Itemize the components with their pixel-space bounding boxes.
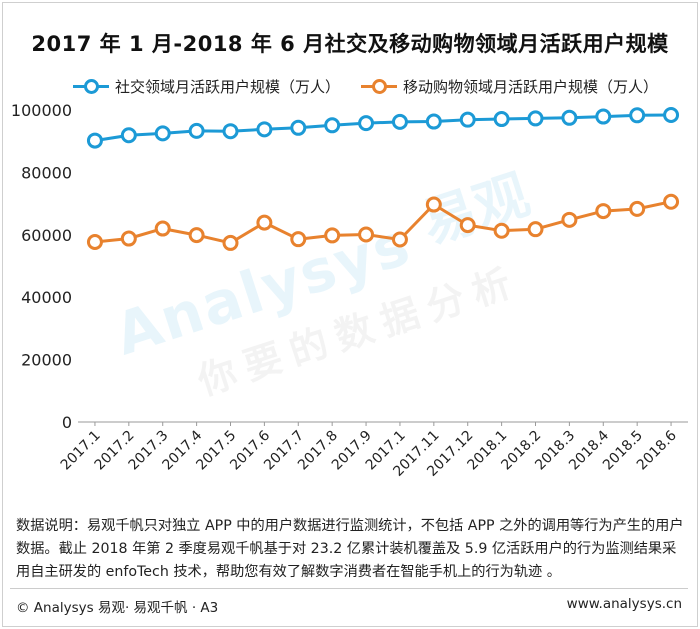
data-point-social xyxy=(290,119,307,136)
footer-website: www.analysys.cn xyxy=(566,596,682,612)
data-point-shopping xyxy=(527,221,544,238)
legend: 社交领域月活跃用户规模（万人） 移动购物领域月活跃用户规模（万人） xyxy=(0,75,700,97)
y-tick-label: 100000 xyxy=(11,101,72,120)
data-point-shopping xyxy=(290,231,307,248)
legend-label-shopping: 移动购物领域月活跃用户规模（万人） xyxy=(403,77,659,96)
data-point-social xyxy=(391,113,408,130)
data-point-shopping xyxy=(663,193,680,210)
legend-marker-social xyxy=(73,78,109,94)
data-point-social xyxy=(154,125,171,142)
data-point-shopping xyxy=(425,196,442,213)
data-point-social xyxy=(493,111,510,128)
data-point-social xyxy=(222,123,239,140)
data-point-social xyxy=(561,109,578,126)
chart-title: 2017 年 1 月-2018 年 6 月社交及移动购物领域月活跃用户规模 xyxy=(31,32,669,56)
data-point-social xyxy=(256,121,273,138)
y-tick-label: 20000 xyxy=(21,351,72,370)
data-point-shopping xyxy=(154,220,171,237)
data-point-social xyxy=(629,107,646,124)
data-point-shopping xyxy=(493,222,510,239)
data-point-social xyxy=(425,113,442,130)
data-point-shopping xyxy=(595,203,612,220)
data-point-social xyxy=(188,122,205,139)
data-point-social xyxy=(527,110,544,127)
data-point-shopping xyxy=(222,234,239,251)
legend-item-shopping: 移动购物领域月活跃用户规模（万人） xyxy=(361,75,658,97)
data-point-social xyxy=(120,127,137,144)
data-point-social xyxy=(663,106,680,123)
data-point-shopping xyxy=(358,226,375,243)
data-point-shopping xyxy=(561,211,578,228)
data-point-social xyxy=(358,115,375,132)
y-tick-label: 0 xyxy=(62,413,72,432)
data-point-shopping xyxy=(188,227,205,244)
data-point-social xyxy=(459,111,476,128)
footer-copyright: © Analysys 易观· 易观千帆 · A3 xyxy=(16,600,219,616)
legend-marker-shopping xyxy=(361,78,397,94)
data-point-shopping xyxy=(86,233,103,250)
data-point-social xyxy=(86,132,103,149)
footer-divider xyxy=(10,588,688,589)
y-tick-label: 60000 xyxy=(21,226,72,245)
data-point-shopping xyxy=(120,230,137,247)
data-point-shopping xyxy=(629,200,646,217)
data-note: 数据说明：易观千帆只对独立 APP 中的用户数据进行监测统计，不包括 APP 之… xyxy=(16,518,684,580)
legend-label-social: 社交领域月活跃用户规模（万人） xyxy=(115,77,341,96)
data-point-shopping xyxy=(256,214,273,231)
series-line-shopping xyxy=(94,200,672,245)
data-point-shopping xyxy=(324,227,341,244)
data-point-shopping xyxy=(459,217,476,234)
series-line-social xyxy=(94,113,672,143)
y-tick-label: 80000 xyxy=(21,163,72,182)
data-point-shopping xyxy=(391,231,408,248)
data-point-social xyxy=(324,117,341,134)
data-point-social xyxy=(595,108,612,125)
y-tick-label: 40000 xyxy=(21,288,72,307)
legend-item-social: 社交领域月活跃用户规模（万人） xyxy=(73,75,340,97)
